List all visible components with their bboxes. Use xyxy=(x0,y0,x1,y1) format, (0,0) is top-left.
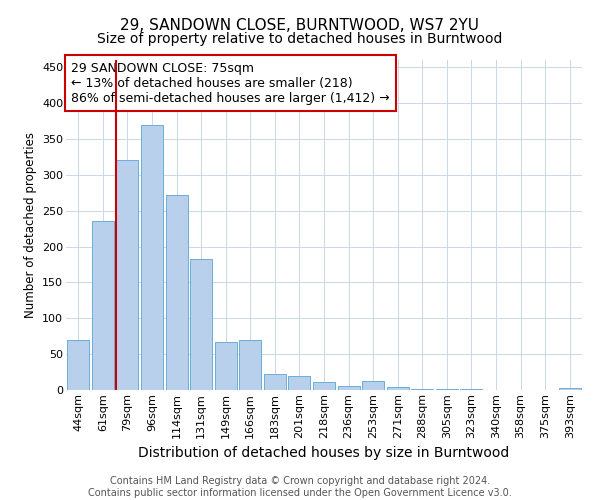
Bar xyxy=(141,124,163,390)
Bar xyxy=(92,222,114,390)
Bar xyxy=(264,374,286,390)
Bar xyxy=(289,376,310,390)
Bar xyxy=(313,382,335,390)
Bar xyxy=(166,195,188,390)
Bar xyxy=(559,388,581,390)
Text: 29, SANDOWN CLOSE, BURNTWOOD, WS7 2YU: 29, SANDOWN CLOSE, BURNTWOOD, WS7 2YU xyxy=(121,18,479,32)
Bar xyxy=(386,387,409,390)
X-axis label: Distribution of detached houses by size in Burntwood: Distribution of detached houses by size … xyxy=(139,446,509,460)
Bar xyxy=(411,388,433,390)
Bar xyxy=(67,340,89,390)
Text: 29 SANDOWN CLOSE: 75sqm
← 13% of detached houses are smaller (218)
86% of semi-d: 29 SANDOWN CLOSE: 75sqm ← 13% of detache… xyxy=(71,62,390,104)
Bar xyxy=(460,388,482,390)
Text: Contains HM Land Registry data © Crown copyright and database right 2024.
Contai: Contains HM Land Registry data © Crown c… xyxy=(88,476,512,498)
Y-axis label: Number of detached properties: Number of detached properties xyxy=(23,132,37,318)
Bar xyxy=(436,388,458,390)
Bar xyxy=(362,382,384,390)
Bar xyxy=(116,160,139,390)
Bar xyxy=(215,342,237,390)
Bar xyxy=(190,258,212,390)
Bar xyxy=(338,386,359,390)
Text: Size of property relative to detached houses in Burntwood: Size of property relative to detached ho… xyxy=(97,32,503,46)
Bar xyxy=(239,340,262,390)
